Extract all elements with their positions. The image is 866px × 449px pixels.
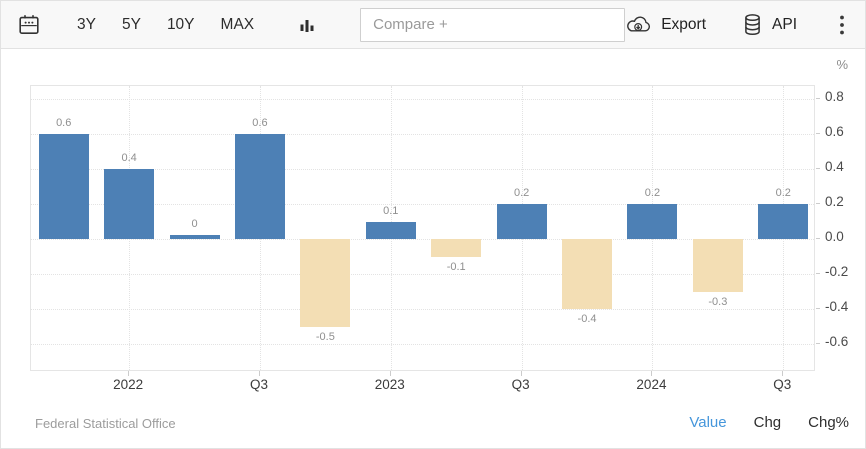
more-menu-button[interactable] xyxy=(833,12,851,38)
plot-area: 0.6 0.4 0 0.6 -0.5 0.1 -0.1 0.2 -0.4 0.2 -0.3 0.2 xyxy=(30,85,815,371)
y-axis-label: 0.0 xyxy=(825,229,844,244)
x-axis-tick xyxy=(389,371,391,376)
y-axis-tick xyxy=(816,238,820,239)
x-axis-tick xyxy=(651,371,653,376)
bar[interactable] xyxy=(104,169,155,239)
bar-value-label: 0.4 xyxy=(121,152,137,164)
range-button-max[interactable]: MAX xyxy=(220,15,255,33)
source-attribution: Federal Statistical Office xyxy=(35,416,176,431)
y-axis-tick xyxy=(816,273,820,274)
x-axis-label: 2022 xyxy=(113,377,144,392)
bar-value-label: 0.2 xyxy=(775,187,791,199)
bar[interactable] xyxy=(38,134,89,239)
x-axis-tick xyxy=(258,371,260,376)
bar-value-label: -0.4 xyxy=(577,313,597,325)
bar[interactable] xyxy=(627,204,678,239)
gridline-horizontal xyxy=(31,134,814,135)
compare-input[interactable] xyxy=(360,7,626,42)
export-label: Export xyxy=(661,15,707,33)
x-axis-label: Q3 xyxy=(249,377,268,392)
y-axis-tick xyxy=(816,308,820,309)
vertical-dots-icon xyxy=(839,14,845,36)
gridline-horizontal xyxy=(31,99,814,100)
calendar-icon xyxy=(17,13,41,37)
bar[interactable] xyxy=(758,204,809,239)
range-button-10y[interactable]: 10Y xyxy=(166,15,195,33)
y-axis-tick xyxy=(816,203,820,204)
bar[interactable] xyxy=(234,134,285,239)
y-axis-tick xyxy=(816,133,820,134)
range-buttons: 3Y 5Y 10Y MAX xyxy=(77,16,254,34)
bar-value-label: 0.1 xyxy=(383,204,399,217)
bar[interactable] xyxy=(692,239,743,292)
x-axis-tick xyxy=(128,371,130,376)
gridline-horizontal xyxy=(31,204,814,205)
gridline-horizontal xyxy=(31,309,814,310)
range-button-3y[interactable]: 3Y xyxy=(77,15,96,33)
database-icon xyxy=(742,13,763,37)
toolbar: 3Y 5Y 10Y MAX xyxy=(1,1,865,49)
bar[interactable] xyxy=(169,235,220,239)
gridline-horizontal xyxy=(31,274,814,275)
bar-value-label: 0.2 xyxy=(513,187,530,199)
y-axis-label: -0.2 xyxy=(825,264,849,279)
y-axis-unit-label: % xyxy=(836,57,848,72)
gridline-horizontal xyxy=(31,239,814,240)
bar-chart-icon xyxy=(296,14,318,36)
bar-value-label: 0 xyxy=(191,218,198,230)
y-axis-label: 0.6 xyxy=(825,124,844,139)
x-axis-label: 2023 xyxy=(374,377,405,392)
bar-value-label: -0.1 xyxy=(446,260,466,273)
api-label: API xyxy=(772,15,797,33)
bar[interactable] xyxy=(300,239,351,327)
gridline-horizontal xyxy=(31,169,814,170)
cloud-download-icon xyxy=(625,14,652,35)
x-axis-label: Q3 xyxy=(511,377,530,392)
x-axis-tick xyxy=(520,371,522,376)
y-axis-label: -0.4 xyxy=(825,299,849,314)
bar-value-label: 0.2 xyxy=(644,187,661,199)
api-button[interactable]: API xyxy=(742,13,797,37)
calendar-button[interactable] xyxy=(15,11,43,39)
bar[interactable] xyxy=(431,239,482,257)
y-axis-tick xyxy=(816,98,820,99)
chart-region: % 0.6 0.4 0 0.6 -0.5 0.1 -0.1 0.2 -0.4 0.2 -0.3 0.2… xyxy=(1,49,865,448)
view-mode-chg[interactable]: Chg xyxy=(753,414,782,431)
bar[interactable] xyxy=(496,204,547,239)
y-axis-label: 0.8 xyxy=(825,89,844,104)
bar[interactable] xyxy=(562,239,613,309)
range-button-5y[interactable]: 5Y xyxy=(121,15,141,33)
y-axis-tick xyxy=(816,343,820,344)
y-axis-tick xyxy=(816,168,820,169)
x-axis-label: 2024 xyxy=(636,377,667,392)
y-axis-label: 0.4 xyxy=(825,159,844,174)
view-mode-switcher: Value Chg Chg% xyxy=(689,414,849,431)
y-axis-label: 0.2 xyxy=(825,194,844,209)
bar-value-label: -0.3 xyxy=(708,295,728,308)
bar-value-label: 0.6 xyxy=(252,117,268,129)
toolbar-right: Export API xyxy=(625,12,851,38)
chart-type-button[interactable] xyxy=(294,12,320,38)
bar[interactable] xyxy=(365,221,416,239)
view-mode-chgpct[interactable]: Chg% xyxy=(808,414,849,431)
x-axis-label: Q3 xyxy=(773,377,792,392)
view-mode-value[interactable]: Value xyxy=(689,414,727,431)
x-axis-tick xyxy=(782,371,784,376)
export-button[interactable]: Export xyxy=(625,14,706,35)
bar-value-label: -0.5 xyxy=(315,330,335,343)
bar-value-label: 0.6 xyxy=(56,117,72,129)
gridline-horizontal xyxy=(31,344,814,345)
y-axis-label: -0.6 xyxy=(825,334,849,349)
